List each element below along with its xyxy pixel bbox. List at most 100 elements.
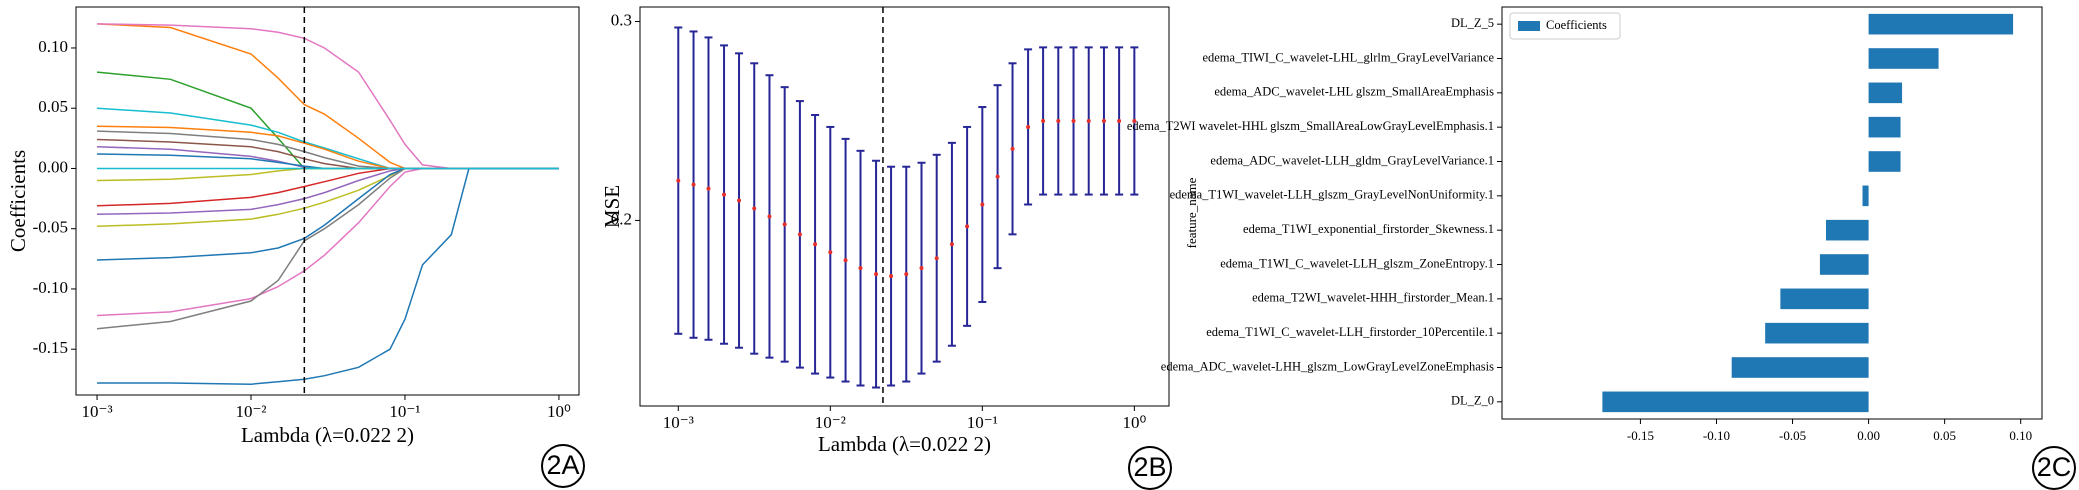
y-tick-label: -0.10 xyxy=(33,278,68,297)
coefficient-path xyxy=(96,167,559,216)
mean-point xyxy=(904,272,909,277)
mean-point xyxy=(919,266,924,271)
bar xyxy=(1731,357,1869,378)
bar xyxy=(1868,151,1901,172)
x-axis-label: Lambda (λ=0.022 2) xyxy=(818,432,991,456)
bar xyxy=(1765,322,1869,344)
coefficient-path xyxy=(96,167,559,182)
mean-point xyxy=(1132,118,1137,123)
x-tick-label: 10⁻² xyxy=(815,413,846,432)
x-tick-label: 10⁻³ xyxy=(663,413,694,432)
x-tick-label: 10⁻¹ xyxy=(389,402,420,421)
mean-point xyxy=(1010,146,1015,151)
mean-point xyxy=(889,274,894,279)
category-label: edema_TIWI_C_wavelet-LHL_glrlm_GrayLevel… xyxy=(1202,50,1494,64)
category-label: edema_T1WI_exponential_firstorder_Skewne… xyxy=(1243,222,1494,236)
x-tick-label: 10⁻¹ xyxy=(967,413,998,432)
mean-point xyxy=(1026,124,1031,129)
mean-point xyxy=(934,256,939,261)
mean-point xyxy=(874,272,879,277)
plot-frame xyxy=(75,6,580,396)
x-tick-label: -0.15 xyxy=(1627,428,1654,443)
coefficient-path xyxy=(96,23,559,170)
mean-point xyxy=(767,214,772,219)
x-tick-label: -0.05 xyxy=(1779,428,1806,443)
x-tick-label: 0.10 xyxy=(2009,428,2032,443)
category-label: edema_T2WI wavelet-HHL glszm_SmallAreaLo… xyxy=(1127,119,1494,133)
bar xyxy=(1819,254,1869,275)
mean-point xyxy=(797,232,802,237)
y-axis-label: Coefficients xyxy=(6,150,30,252)
category-label: edema_ADC_wavelet-LLH_gldm_GrayLevelVari… xyxy=(1210,153,1494,167)
category-label: DL_Z_0 xyxy=(1451,394,1494,408)
mean-point xyxy=(782,222,787,227)
mean-point xyxy=(980,202,985,207)
x-tick-label: 10⁻³ xyxy=(82,402,113,421)
coefficient-path xyxy=(96,153,559,170)
plot-frame xyxy=(639,6,1170,407)
legend-label: Coefficients xyxy=(1546,18,1607,32)
x-tick-label: 0.05 xyxy=(1933,428,1956,443)
mean-point xyxy=(813,242,818,247)
mean-point xyxy=(1041,118,1046,123)
coefficient-path xyxy=(96,138,559,170)
panel-label-circle xyxy=(541,444,585,488)
mean-point xyxy=(828,250,833,255)
mean-point xyxy=(843,258,848,263)
x-tick-label: 10⁻² xyxy=(235,402,266,421)
panel-label: 2A xyxy=(546,450,579,480)
coefficient-path xyxy=(96,167,559,261)
plot-frame xyxy=(1501,6,2043,420)
panel-label: 2B xyxy=(1133,452,1166,482)
mean-point xyxy=(858,266,863,271)
mean-point xyxy=(706,186,711,191)
category-label: edema_T2WI_wavelet-HHH_firstorder_Mean.1 xyxy=(1252,291,1494,305)
y-axis-label: MSE xyxy=(600,185,624,228)
panel-label-circle xyxy=(1128,446,1172,490)
category-label: edema_T1WI_wavelet-LLH_glszm_GrayLevelNo… xyxy=(1170,188,1494,202)
mean-point xyxy=(1117,118,1122,123)
y-tick-label: -0.05 xyxy=(33,218,68,237)
x-tick-label: 10⁰ xyxy=(547,402,571,421)
category-label: edema_ADC_wavelet-LHH_glszm_LowGrayLevel… xyxy=(1161,359,1494,373)
mean-point xyxy=(676,178,681,183)
mean-point xyxy=(737,198,742,203)
mean-point xyxy=(1071,118,1076,123)
category-label: edema_T1WI_C_wavelet-LLH_glszm_ZoneEntro… xyxy=(1220,256,1494,270)
coefficient-path xyxy=(96,167,559,330)
y-tick-label: 0.00 xyxy=(38,157,68,176)
category-label: edema_ADC_wavelet-LHL glszm_SmallAreaEmp… xyxy=(1214,85,1494,99)
x-tick-label: -0.10 xyxy=(1703,428,1730,443)
category-label: edema_T1WI_C_wavelet-LLH_firstorder_10Pe… xyxy=(1206,325,1494,339)
y-tick-label: 0.3 xyxy=(611,10,632,29)
coefficient-path xyxy=(96,167,559,228)
panel-label-circle xyxy=(2032,446,2076,490)
y-tick-label: -0.15 xyxy=(33,338,68,357)
category-label: DL_Z_5 xyxy=(1451,16,1494,30)
mean-point xyxy=(1086,118,1091,123)
bar xyxy=(1780,288,1869,310)
x-axis-label: Lambda (λ=0.022 2) xyxy=(241,423,414,447)
legend-swatch xyxy=(1518,21,1540,31)
x-tick-label: 0.00 xyxy=(1857,428,1880,443)
bar xyxy=(1868,116,1901,138)
bar xyxy=(1826,219,1869,241)
x-tick-label: 10⁰ xyxy=(1122,413,1146,432)
mean-point xyxy=(949,242,954,247)
mean-point xyxy=(691,182,696,187)
bar xyxy=(1868,82,1903,104)
mean-point xyxy=(1101,118,1106,123)
bar xyxy=(1862,185,1869,207)
coefficient-path xyxy=(96,23,559,170)
mean-point xyxy=(752,206,757,211)
y-axis-label: feature_name xyxy=(1184,177,1199,248)
mean-point xyxy=(722,192,727,197)
y-tick-label: 0.10 xyxy=(38,37,68,56)
panel-label: 2C xyxy=(2037,452,2072,482)
bar xyxy=(1868,48,1939,69)
coefficient-path xyxy=(96,167,559,317)
mean-point xyxy=(965,224,970,229)
y-tick-label: 0.2 xyxy=(611,209,632,228)
